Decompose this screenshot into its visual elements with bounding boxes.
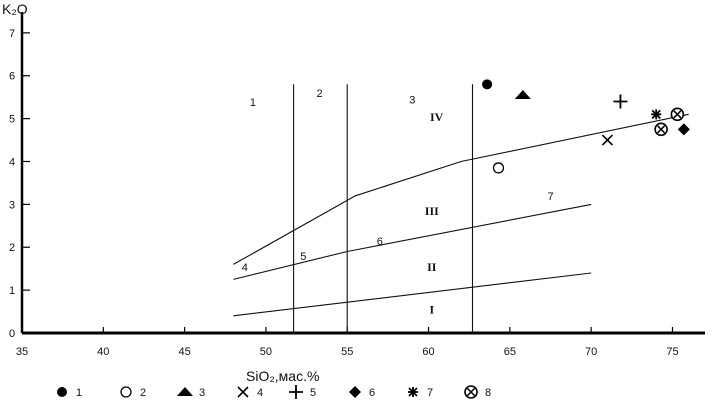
- y-axis-title: K₂O: [2, 1, 28, 17]
- field-label: IV: [430, 110, 444, 124]
- legend-label: 7: [427, 387, 433, 399]
- boundary-lines: [233, 84, 689, 333]
- x-tick-label: 70: [585, 346, 597, 358]
- legend-marker: [349, 386, 361, 398]
- field-label: 1: [250, 97, 256, 109]
- data-point: [514, 90, 531, 100]
- x-tick-label: 75: [666, 346, 678, 358]
- y-tick-label: 6: [9, 71, 15, 83]
- x-tick-label: 45: [178, 346, 190, 358]
- field-label: 4: [242, 262, 248, 274]
- x-tick-label: 35: [16, 346, 28, 358]
- legend-marker: [464, 385, 478, 399]
- legend-label: 2: [140, 387, 146, 399]
- field-label: I: [429, 303, 434, 317]
- field-label: 2: [317, 88, 323, 100]
- x-tick-label: 40: [97, 346, 109, 358]
- x-tick-label: 60: [422, 346, 434, 358]
- x-tick-label: 50: [260, 346, 272, 358]
- legend-label: 1: [76, 387, 82, 399]
- field-label: II: [427, 260, 437, 274]
- field-label: 5: [300, 251, 306, 263]
- boundary-line: [233, 203, 592, 280]
- data-point: [613, 94, 628, 109]
- y-tick-label: 7: [9, 28, 15, 40]
- y-tick-label: 5: [9, 114, 15, 126]
- x-axis-title: SiO₂,мас.%: [246, 368, 319, 384]
- x-tick-label: 55: [341, 346, 353, 358]
- data-point: [492, 162, 505, 174]
- legend: 1 2 3 4 5 6 7 8: [57, 385, 491, 399]
- legend-label: 8: [485, 387, 491, 399]
- field-label: 6: [377, 236, 383, 248]
- y-tick-label: 4: [9, 156, 15, 168]
- y-tick-label: 0: [9, 328, 15, 340]
- field-label: 3: [409, 95, 415, 107]
- legend-marker: [408, 387, 418, 397]
- legend-label: 4: [257, 387, 263, 399]
- legend-label: 3: [199, 387, 205, 399]
- data-point: [677, 123, 690, 136]
- legend-label: 6: [369, 387, 375, 399]
- data-point: [654, 122, 668, 137]
- field-label: 7: [547, 191, 553, 203]
- legend-marker: [177, 387, 193, 396]
- legend-marker: [120, 386, 132, 398]
- data-point: [482, 79, 493, 90]
- data-point: [601, 134, 613, 146]
- field-label: III: [425, 204, 439, 218]
- y-tick-label: 3: [9, 199, 15, 211]
- data-points: [482, 79, 690, 174]
- boundary-line: [233, 272, 592, 317]
- y-tick-label: 2: [9, 242, 15, 254]
- y-tick-label: 1: [9, 285, 15, 297]
- legend-marker: [289, 385, 303, 399]
- x-tick-label: 65: [504, 346, 516, 358]
- data-point: [670, 107, 685, 122]
- legend-label: 5: [310, 387, 316, 399]
- data-point: [651, 109, 662, 120]
- legend-marker: [237, 386, 249, 398]
- legend-marker: [57, 387, 67, 397]
- boundary-line: [233, 113, 689, 265]
